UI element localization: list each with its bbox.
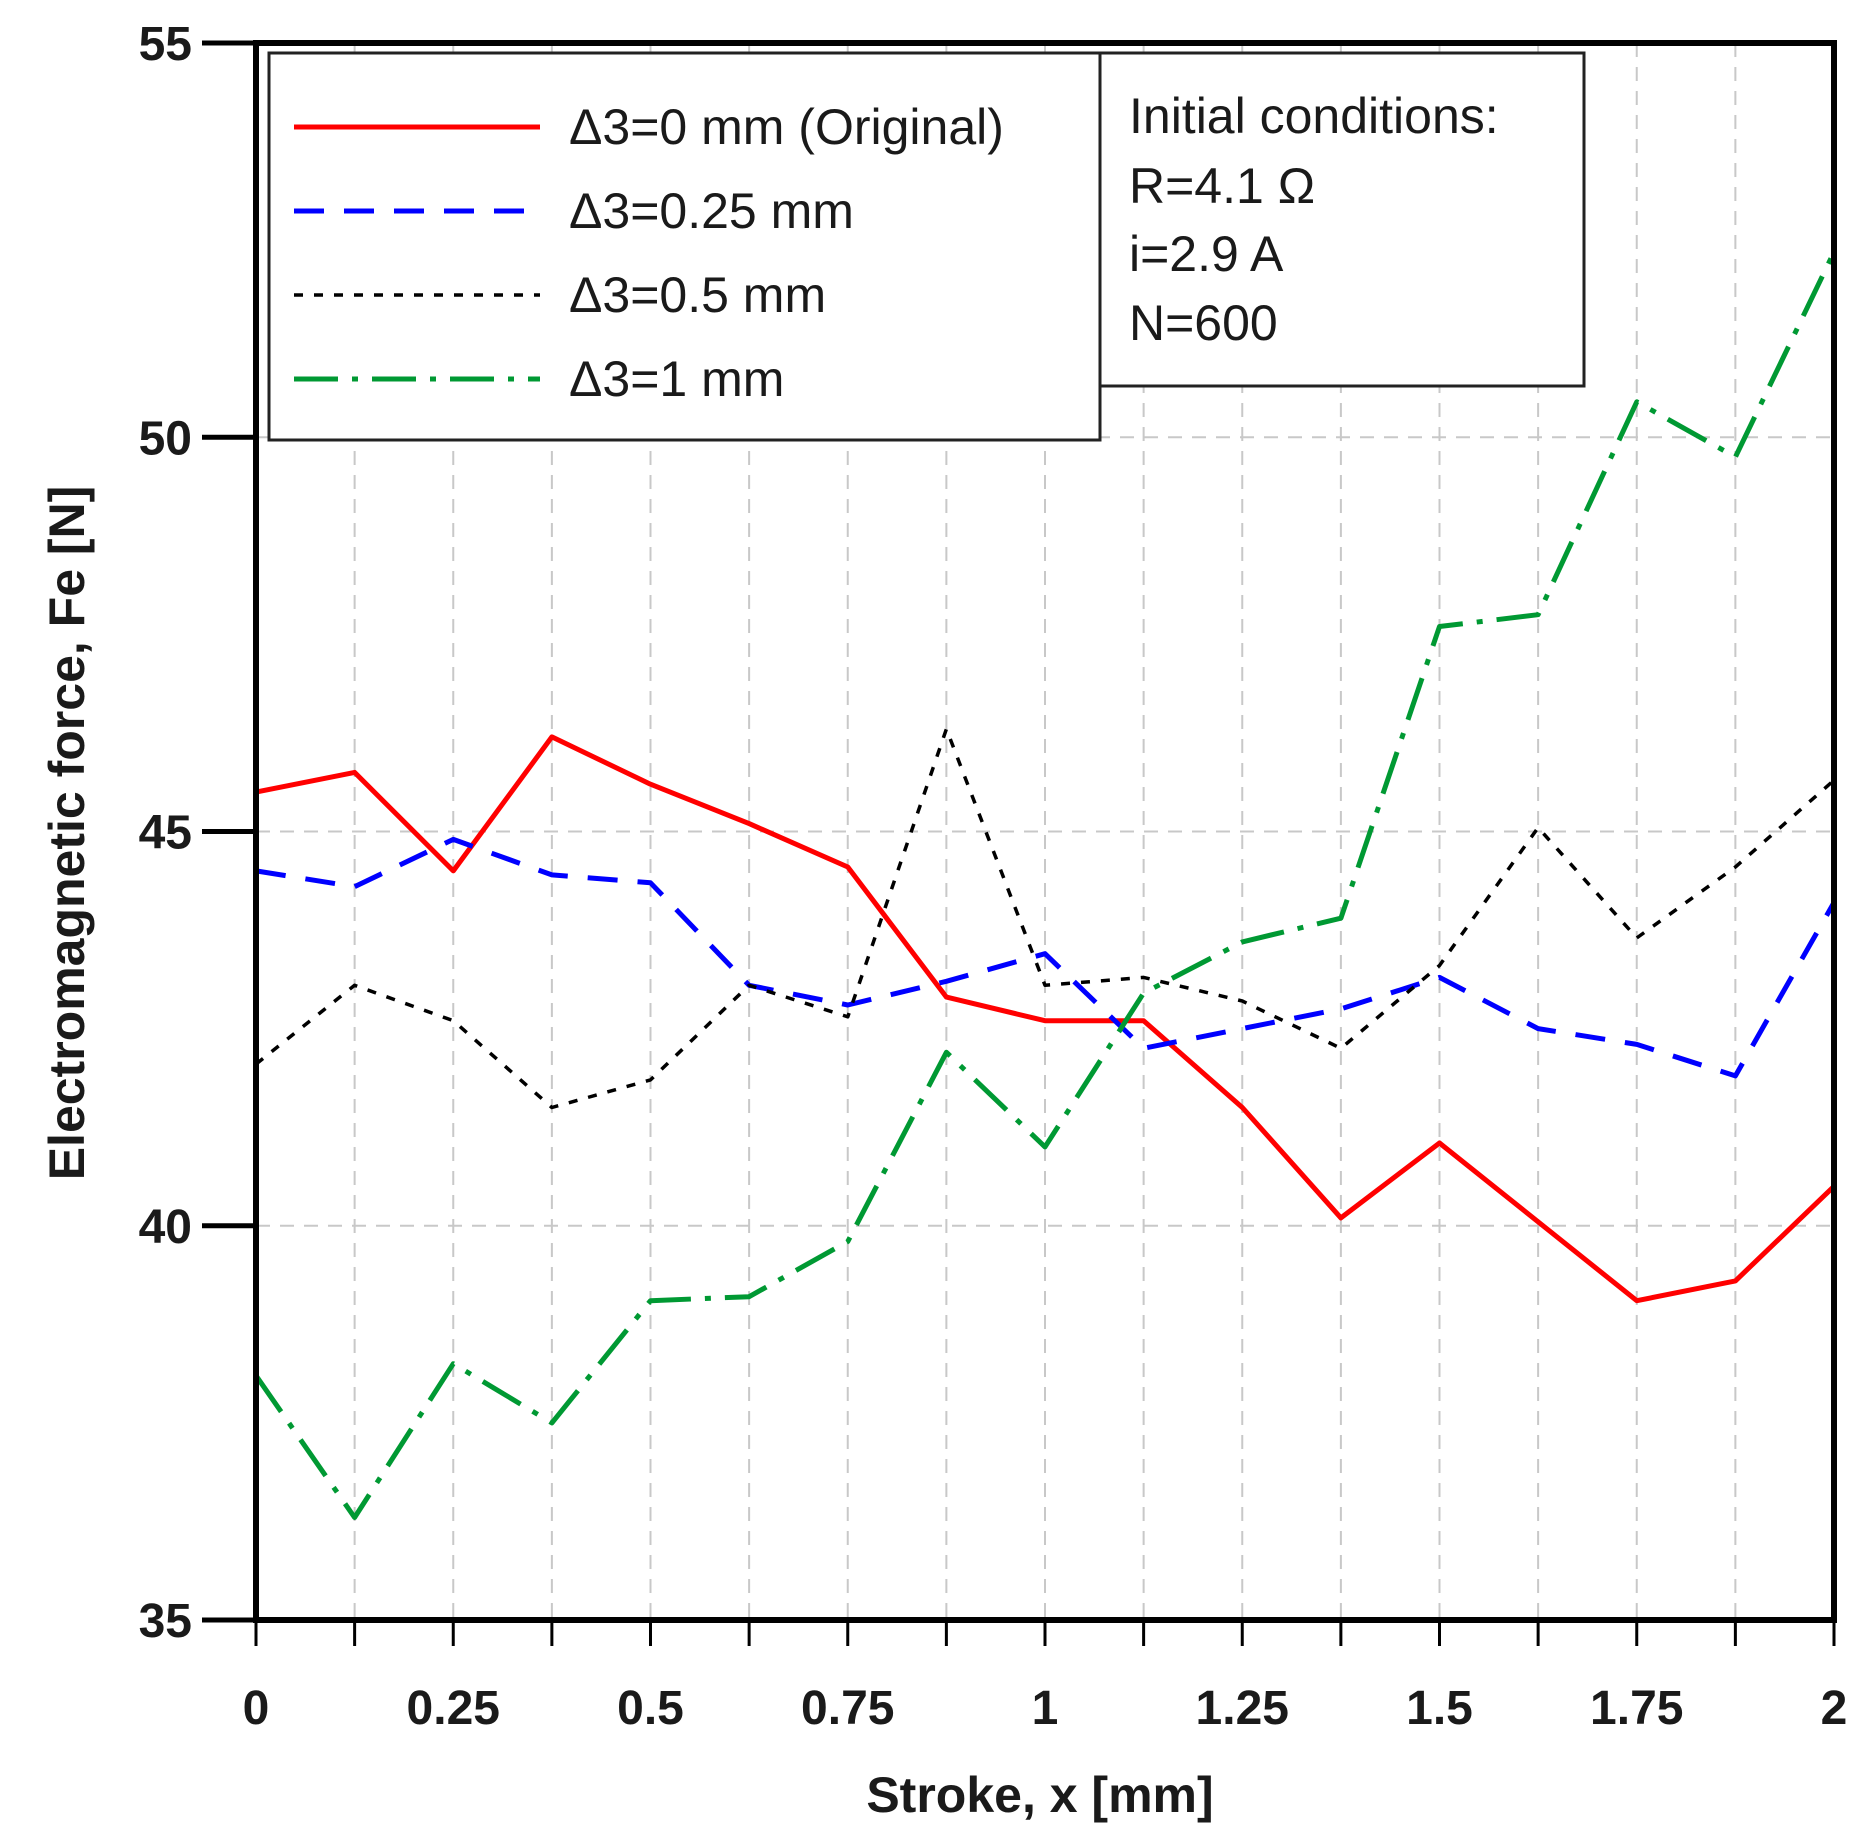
legend: Δ3=0 mm (Original) Δ3=0.25 mm Δ3=0.5 mm Δ3=… <box>267 51 1102 442</box>
x-tick-label: 0 <box>243 1682 270 1735</box>
series-line-1 <box>255 734 1836 1304</box>
annotation-title: Initial conditions: <box>1129 88 1499 144</box>
x-tick-label: 1.25 <box>1196 1682 1289 1735</box>
y-tick-label: 35 <box>139 1595 192 1648</box>
y-tick-label: 55 <box>139 18 192 71</box>
y-tick-label: 45 <box>139 807 192 860</box>
annotation-turns: N=600 <box>1129 295 1278 351</box>
y-tick-label: 50 <box>139 412 192 465</box>
legend-label-4: Δ3=1 mm <box>569 351 784 407</box>
legend-box <box>267 51 1102 442</box>
annotation-current: i=2.9 A <box>1129 226 1284 282</box>
x-tick-label: 2 <box>1821 1682 1848 1735</box>
x-tick-label: 0.25 <box>407 1682 500 1735</box>
series-line-2 <box>255 836 1837 1079</box>
x-tick-label: 1 <box>1032 1682 1059 1735</box>
x-tick-label: 1.75 <box>1590 1682 1683 1735</box>
legend-label-1: Δ3=0 mm (Original) <box>569 99 1004 155</box>
y-tick-label: 40 <box>139 1201 192 1254</box>
legend-label-2: Δ3=0.25 mm <box>569 183 854 239</box>
axis-ticks: 0 0.25 0.5 0.75 1 1.25 1.5 1.75 2 35 40 45 50 55 <box>139 18 1848 1735</box>
x-axis-title: Stroke, x [mm] <box>866 1767 1213 1823</box>
x-tick-label: 1.5 <box>1406 1682 1473 1735</box>
series-line-3 <box>254 727 1836 1110</box>
legend-label-3: Δ3=0.5 mm <box>569 267 826 323</box>
x-tick-label: 0.75 <box>801 1682 894 1735</box>
series-line-4 <box>253 250 1837 1520</box>
series-lines <box>253 250 1837 1520</box>
annotation-box <box>1098 51 1586 388</box>
initial-conditions-box: Initial conditions: R=4.1 Ω i=2.9 A N=60… <box>1098 51 1586 388</box>
x-tick-label: 0.5 <box>617 1682 684 1735</box>
annotation-resistance: R=4.1 Ω <box>1129 158 1315 214</box>
y-axis-title: Electromagnetic force, Fe [N] <box>39 486 95 1181</box>
